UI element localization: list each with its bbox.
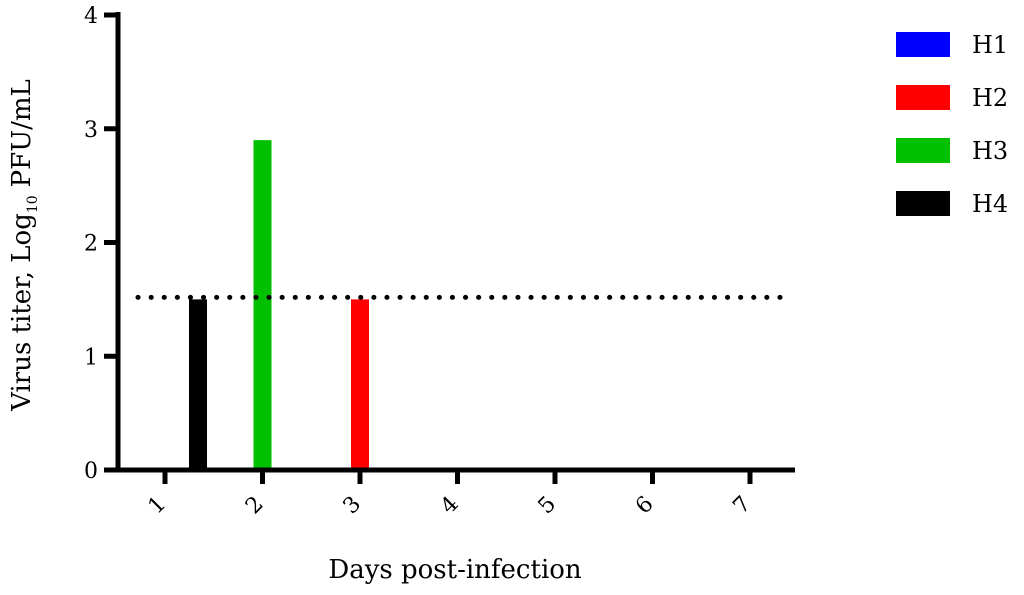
- bar-h3-day-2: [253, 140, 272, 470]
- legend-label-h3: H3: [972, 137, 1008, 165]
- x-tick-label-6: 6: [631, 492, 659, 520]
- x-tick-label-7: 7: [729, 492, 757, 520]
- x-axis-title: Days post-infection: [328, 555, 582, 585]
- y-tick-label-0: 0: [84, 459, 98, 484]
- legend-label-h4: H4: [972, 190, 1008, 218]
- y-axis-title-unit: PFU/mL: [7, 79, 37, 187]
- bar-h4-day-1: [189, 299, 207, 470]
- legend-swatch-h2: [896, 85, 950, 110]
- bar-h2-day-3: [351, 299, 369, 470]
- y-tick-label-2: 2: [84, 232, 98, 257]
- y-tick-label-4: 4: [84, 4, 98, 29]
- legend-swatch-h1: [896, 32, 950, 57]
- y-tick-label-3: 3: [84, 118, 98, 143]
- y-tick-labels: 0 1 2 3 4: [84, 4, 98, 484]
- legend-swatch-h4: [896, 191, 950, 216]
- x-tick-label-5: 5: [534, 492, 562, 520]
- legend: H1 H2 H3 H4: [896, 31, 1008, 218]
- x-tick-labels: 1 2 3 4 5 6 7: [144, 492, 757, 520]
- x-tick-label-1: 1: [144, 492, 172, 520]
- y-tick-label-1: 1: [84, 345, 98, 370]
- bars-group: [189, 140, 369, 470]
- axes-group: [104, 12, 795, 484]
- y-axis-title-subscript: 10: [25, 195, 41, 213]
- x-tick-label-2: 2: [241, 492, 269, 520]
- legend-label-h2: H2: [972, 84, 1008, 112]
- x-tick-label-3: 3: [339, 492, 367, 520]
- legend-swatch-h3: [896, 138, 950, 163]
- x-tick-label-4: 4: [436, 492, 464, 520]
- legend-label-h1: H1: [972, 31, 1008, 59]
- y-axis-title: Virus titer, Log10 PFU/mL: [7, 79, 41, 412]
- y-axis-title-main: Virus titer, Log: [7, 213, 37, 412]
